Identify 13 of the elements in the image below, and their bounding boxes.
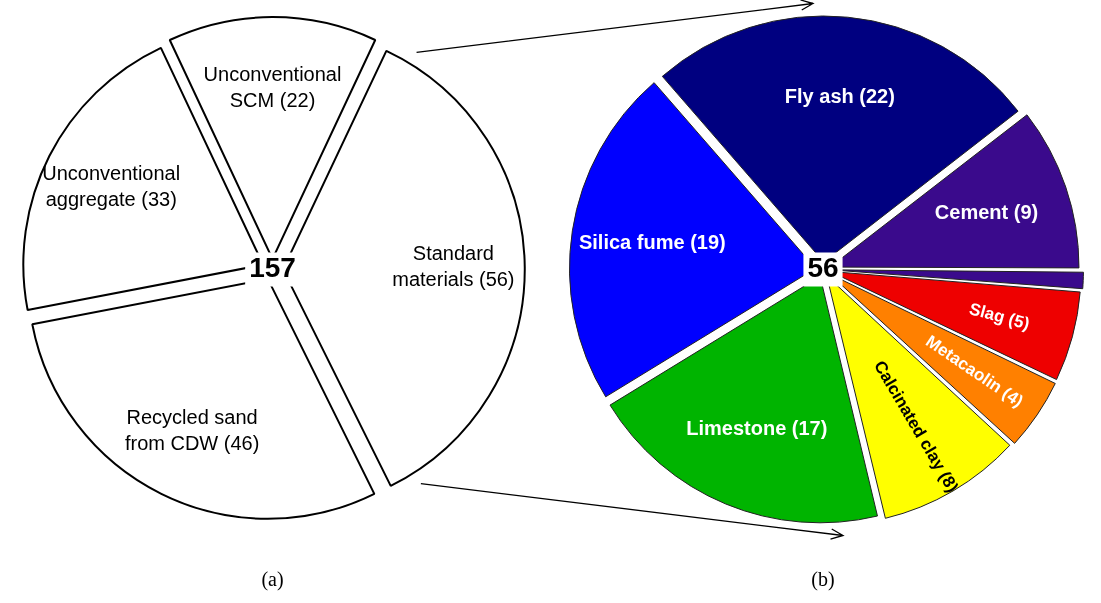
text: (a) [261,568,284,592]
slice-label: Recycled sand from CDW (46) [124,406,260,455]
slice-label: Unconventional SCM (22) [203,63,342,112]
text: 157 [249,252,296,284]
slice-label: Unconventional aggregate (33) [42,162,181,211]
text: (b) [811,568,835,592]
slice-label: Silica fume (19) [578,230,726,253]
slice-label: Slag (5) [967,299,1032,334]
slice-label: Limestone (17) [686,416,828,439]
text: 56 [807,252,839,284]
slice-label: Fly ash (22) [784,85,895,108]
slice-label: Cement (9) [934,201,1039,224]
slice-label: Standard materials (56) [392,242,515,291]
